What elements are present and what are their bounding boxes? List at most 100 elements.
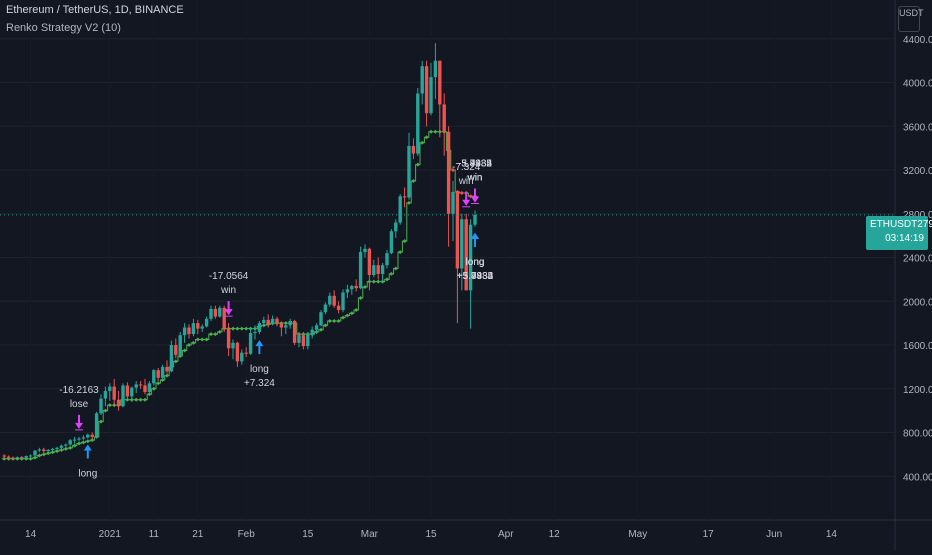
candle-body bbox=[15, 457, 20, 459]
trade-result-label: win bbox=[220, 285, 236, 296]
candle-body bbox=[367, 248, 372, 276]
renko-marker bbox=[151, 386, 156, 391]
candle-body bbox=[99, 398, 103, 414]
y-tick-label: 2400.00 bbox=[903, 254, 932, 265]
candle-body bbox=[424, 66, 429, 114]
candle-body bbox=[50, 448, 55, 451]
candle-body bbox=[394, 222, 398, 232]
candle-body bbox=[332, 295, 336, 306]
renko-marker bbox=[239, 326, 244, 331]
candle-body bbox=[442, 104, 446, 132]
renko-marker bbox=[420, 140, 425, 145]
candle-body bbox=[240, 352, 244, 362]
renko-marker bbox=[371, 279, 376, 284]
candle-body bbox=[433, 60, 438, 78]
renko-marker bbox=[332, 318, 337, 323]
renko-marker bbox=[138, 397, 143, 402]
symbol-title[interactable]: Ethereum / TetherUS, 1D, BINANCE bbox=[6, 4, 184, 16]
candle-body bbox=[187, 327, 191, 335]
trade-pnl-label: -3.9485 bbox=[458, 159, 492, 170]
trade-direction-label: long bbox=[250, 364, 269, 375]
renko-marker bbox=[424, 135, 429, 140]
currency-button[interactable]: USDT bbox=[898, 6, 924, 32]
candle-body bbox=[191, 323, 196, 335]
y-tick-label: 1200.00 bbox=[903, 385, 932, 396]
trade-pnl-label: -5.4334 bbox=[458, 159, 492, 170]
renko-marker bbox=[90, 438, 95, 443]
renko-marker bbox=[200, 337, 205, 342]
renko-marker bbox=[37, 453, 42, 458]
renko-marker bbox=[327, 318, 332, 323]
renko-marker bbox=[213, 332, 218, 337]
trade-direction-label: long bbox=[466, 257, 485, 268]
candle-body bbox=[55, 447, 59, 449]
candle-body bbox=[297, 335, 301, 343]
renko-marker bbox=[376, 279, 381, 284]
renko-marker bbox=[24, 456, 29, 461]
trade-pnl-label: -17.0564 bbox=[209, 271, 249, 282]
candle-body bbox=[90, 434, 94, 437]
exit-arrow bbox=[471, 188, 479, 203]
renko-marker bbox=[217, 329, 222, 334]
candle-body bbox=[204, 318, 209, 327]
candle-body bbox=[420, 66, 424, 94]
renko-marker bbox=[85, 439, 90, 444]
x-tick-label: 2021 bbox=[99, 529, 122, 540]
candle-body bbox=[306, 334, 310, 347]
renko-marker bbox=[323, 323, 328, 328]
candle-body bbox=[94, 413, 99, 437]
y-tick-label: 800.00 bbox=[903, 429, 932, 440]
renko-marker bbox=[187, 343, 191, 348]
candle-body bbox=[156, 370, 160, 378]
candle-body bbox=[121, 385, 125, 407]
renko-marker bbox=[156, 381, 161, 386]
candle-body bbox=[222, 307, 226, 329]
candle-body bbox=[86, 434, 90, 438]
candle-body bbox=[37, 449, 42, 451]
renko-line bbox=[2, 131, 478, 460]
exit-arrow bbox=[224, 301, 233, 316]
renko-marker bbox=[433, 129, 438, 134]
trade-direction-label: long bbox=[78, 469, 97, 480]
candle-body bbox=[165, 366, 169, 372]
candle-body bbox=[174, 345, 178, 355]
candle-body bbox=[473, 214, 477, 225]
candle-body bbox=[182, 327, 187, 336]
candle-body bbox=[178, 335, 182, 355]
price-value: 2791.82 bbox=[917, 219, 932, 230]
renko-marker bbox=[2, 456, 7, 461]
renko-marker bbox=[358, 295, 363, 300]
y-tick-label: 2000.00 bbox=[903, 297, 932, 308]
long-arrow bbox=[255, 340, 264, 355]
exit-arrow bbox=[462, 191, 471, 206]
candle-body bbox=[11, 457, 15, 459]
candle-body bbox=[108, 386, 112, 391]
x-tick-label: 14 bbox=[826, 529, 838, 540]
x-tick-label: 15 bbox=[425, 529, 437, 540]
trade-result-label: win bbox=[466, 173, 482, 184]
y-tick-label: 2800.00 bbox=[903, 210, 932, 221]
candle-body bbox=[341, 292, 345, 311]
candle-body bbox=[350, 285, 354, 290]
candle-body bbox=[143, 385, 147, 393]
candle-body bbox=[244, 352, 248, 354]
y-tick-label: 4000.00 bbox=[903, 79, 932, 90]
indicator-label[interactable]: Renko Strategy V2 (10) bbox=[6, 22, 121, 34]
candle-body bbox=[42, 449, 46, 452]
candle-body bbox=[407, 145, 411, 198]
candle-body bbox=[468, 224, 473, 291]
y-tick-label: 1600.00 bbox=[903, 341, 932, 352]
renko-marker bbox=[77, 441, 81, 446]
candle-body bbox=[464, 219, 468, 291]
renko-marker bbox=[231, 326, 235, 331]
candle-body bbox=[147, 383, 152, 393]
candle-body bbox=[226, 328, 231, 349]
candle-body bbox=[213, 308, 218, 317]
renko-marker bbox=[319, 327, 323, 332]
candle-body bbox=[160, 366, 165, 378]
price-countdown: 03:14:19 bbox=[885, 233, 924, 244]
candle-body bbox=[134, 384, 138, 388]
y-tick-label: 3200.00 bbox=[903, 166, 932, 177]
